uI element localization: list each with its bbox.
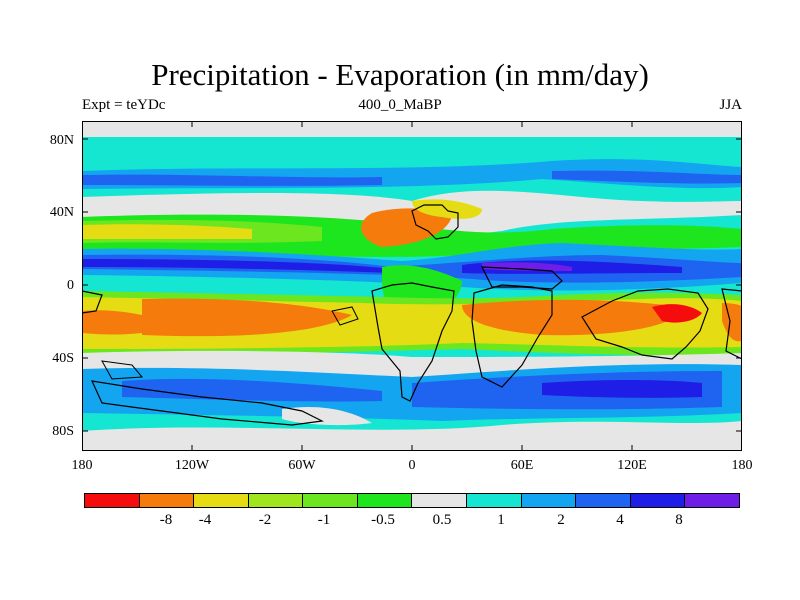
colorbar-label: 8 (675, 512, 683, 528)
colorbar-swatch (412, 494, 468, 507)
colorbar-swatch (139, 494, 195, 507)
colorbar-label: -4 (198, 512, 212, 528)
colorbar-label: -8 (159, 512, 173, 528)
y-tick-label: 40N (49, 205, 74, 220)
pe-map-plot (82, 121, 742, 451)
colorbar-label: 0.5 (432, 512, 452, 528)
x-tick-label: 0 (408, 458, 416, 473)
colorbar-swatch (467, 494, 522, 507)
colorbar-swatch (521, 494, 577, 507)
colorbar-label: -1 (317, 512, 331, 528)
plot-title: Precipitation - Evaporation (in mm/day) (151, 57, 649, 92)
x-tick-label: 60E (510, 458, 534, 473)
y-tick-label: 0 (67, 278, 74, 293)
x-tick-label: 60W (288, 458, 316, 473)
period-label: 400_0_MaBP (358, 97, 442, 113)
y-tick-label: 80N (49, 133, 74, 148)
colorbar-swatch (357, 494, 413, 507)
colorbar-label: 2 (557, 512, 565, 528)
colorbar-swatch (85, 494, 140, 507)
colorbar-swatch (685, 494, 739, 507)
colorbar-swatch (303, 494, 358, 507)
colorbar-swatch (576, 494, 631, 507)
x-tick-label: 120E (617, 458, 647, 473)
colorbar (84, 493, 740, 508)
y-tick-label: 40S (52, 351, 74, 366)
x-tick-label: 120W (174, 458, 210, 473)
y-tick-label: 80S (52, 424, 74, 439)
colorbar-swatch (248, 494, 304, 507)
colorbar-label: -0.5 (371, 512, 395, 528)
colorbar-label: 1 (497, 512, 505, 528)
experiment-label: Expt = teYDc (82, 97, 166, 113)
colorbar-label: 4 (616, 512, 624, 528)
colorbar-swatch (194, 494, 249, 507)
x-tick-label: 180 (71, 458, 93, 473)
colorbar-swatch (630, 494, 686, 507)
x-tick-label: 180 (731, 458, 753, 473)
colorbar-label: -2 (258, 512, 272, 528)
season-label: JJA (719, 97, 742, 113)
